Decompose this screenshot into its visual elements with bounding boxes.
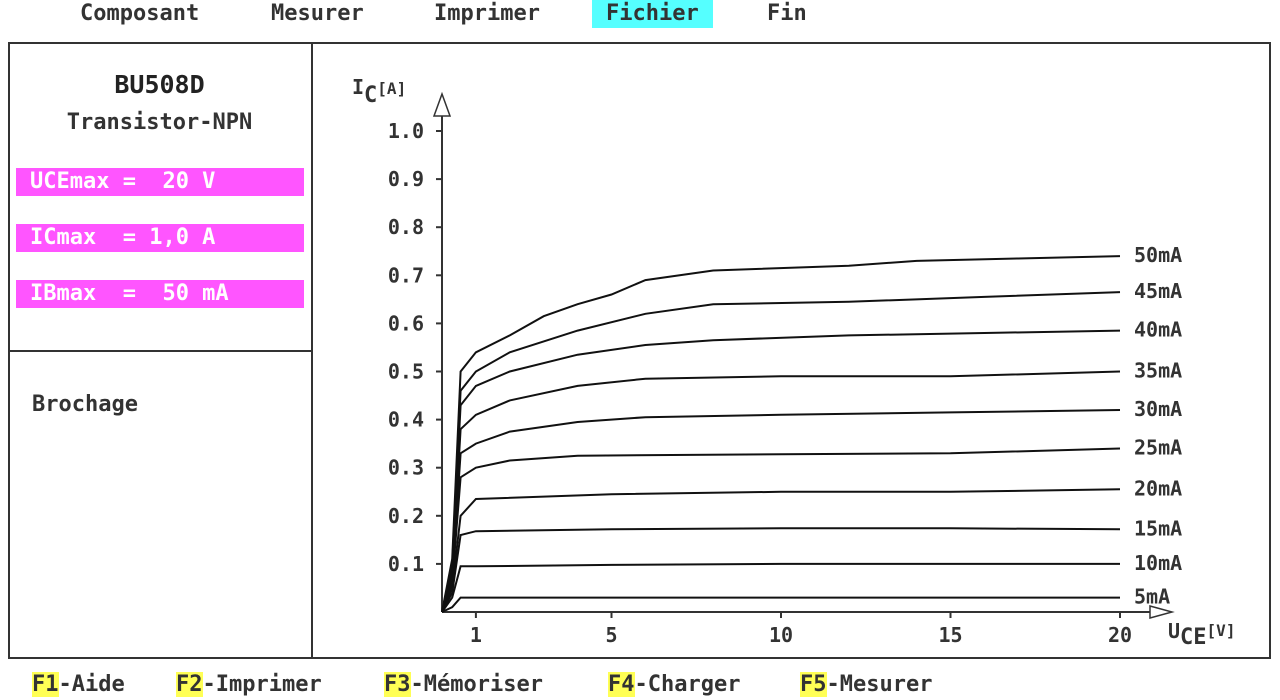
y-axis-arrow <box>432 91 452 117</box>
y-tick-label: 1.0 <box>388 119 424 143</box>
y-tick-label: 0.1 <box>388 552 424 576</box>
fkey-code: F3 <box>384 672 411 697</box>
menu-fichier[interactable]: Fichier <box>592 0 713 28</box>
fkey-label: -Aide <box>58 672 125 697</box>
x-tick-label: 15 <box>938 623 962 647</box>
spec-icmax: ICmax = 1,0 A <box>16 224 304 252</box>
menu-imprimer[interactable]: Imprimer <box>434 1 540 26</box>
curve-20mA <box>441 488 1121 613</box>
menu-fin[interactable]: Fin <box>767 1 807 26</box>
fkey-code: F1 <box>32 672 59 697</box>
curve-5mA <box>441 596 1120 613</box>
curve-label-15mA: 15mA <box>1134 516 1182 540</box>
x-tick-label: 10 <box>769 623 793 647</box>
y-tick-label: 0.2 <box>388 504 424 528</box>
menu-mesurer[interactable]: Mesurer <box>271 1 364 26</box>
component-panel <box>8 42 313 659</box>
fkey-label: -Mesurer <box>826 672 933 697</box>
curve-15mA <box>441 527 1121 613</box>
curve-label-45mA: 45mA <box>1134 279 1182 303</box>
curve-label-20mA: 20mA <box>1134 476 1182 500</box>
curve-label-30mA: 30mA <box>1134 397 1182 421</box>
fkey-label: -Charger <box>634 672 741 697</box>
x-tick-label: 5 <box>605 623 617 647</box>
y-tick-label: 0.9 <box>388 167 424 191</box>
menu-bar: Composant Mesurer Imprimer Fichier Fin <box>0 0 1280 34</box>
pinout-label: Brochage <box>32 392 138 417</box>
y-tick-label: 0.6 <box>388 311 424 335</box>
component-name: BU508D <box>114 70 205 99</box>
x-tick-label: 1 <box>470 623 482 647</box>
fkey-mesurer[interactable]: F5-Mesurer <box>800 670 932 700</box>
curve-label-50mA: 50mA <box>1134 243 1182 267</box>
y-tick-label: 0.3 <box>388 456 424 480</box>
y-tick-label: 0.8 <box>388 215 424 239</box>
curve-40mA <box>441 329 1121 613</box>
y-tick-label: 0.4 <box>388 408 424 432</box>
plot-area: 0.10.20.30.40.50.60.70.80.91.01 5 10 15 20IC… <box>352 75 1235 650</box>
fkey-code: F2 <box>176 672 203 697</box>
component-type: Transistor-NPN <box>66 110 253 135</box>
fkey-imprimer[interactable]: F2-Imprimer <box>176 670 322 700</box>
spec-ibmax: IBmax = 50 mA <box>16 280 304 308</box>
curve-label-40mA: 40mA <box>1134 318 1182 342</box>
y-axis-label: IC[A] <box>352 75 406 108</box>
fkey-label: -Imprimer <box>202 672 322 697</box>
x-tick-label: 20 <box>1108 623 1132 647</box>
spec-ucemax: UCEmax = 20 V <box>16 168 304 196</box>
fkey-code: F5 <box>800 672 827 697</box>
curve-label-35mA: 35mA <box>1134 359 1182 383</box>
fkey-charger[interactable]: F4-Charger <box>608 670 740 700</box>
curve-50mA <box>441 255 1121 613</box>
curve-label-25mA: 25mA <box>1134 435 1182 459</box>
x-axis-label: UCE[V] <box>1168 619 1235 650</box>
curve-10mA <box>441 562 1120 613</box>
curve-30mA <box>441 409 1121 613</box>
panel-divider <box>8 350 311 352</box>
function-key-bar: F1-Aide F2-Imprimer F3-Mémoriser F4-Char… <box>0 670 1280 700</box>
curve-label-5mA: 5mA <box>1134 585 1170 609</box>
fkey-aide[interactable]: F1-Aide <box>32 670 125 700</box>
fkey-code: F4 <box>608 672 635 697</box>
y-tick-label: 0.7 <box>388 263 424 287</box>
menu-composant[interactable]: Composant <box>80 1 200 26</box>
fkey-label: -Mémoriser <box>410 672 543 697</box>
x-axis-arrow <box>1149 605 1175 619</box>
curve-label-10mA: 10mA <box>1134 551 1182 575</box>
y-tick-label: 0.5 <box>388 360 424 384</box>
fkey-memoriser[interactable]: F3-Mémoriser <box>384 670 543 700</box>
